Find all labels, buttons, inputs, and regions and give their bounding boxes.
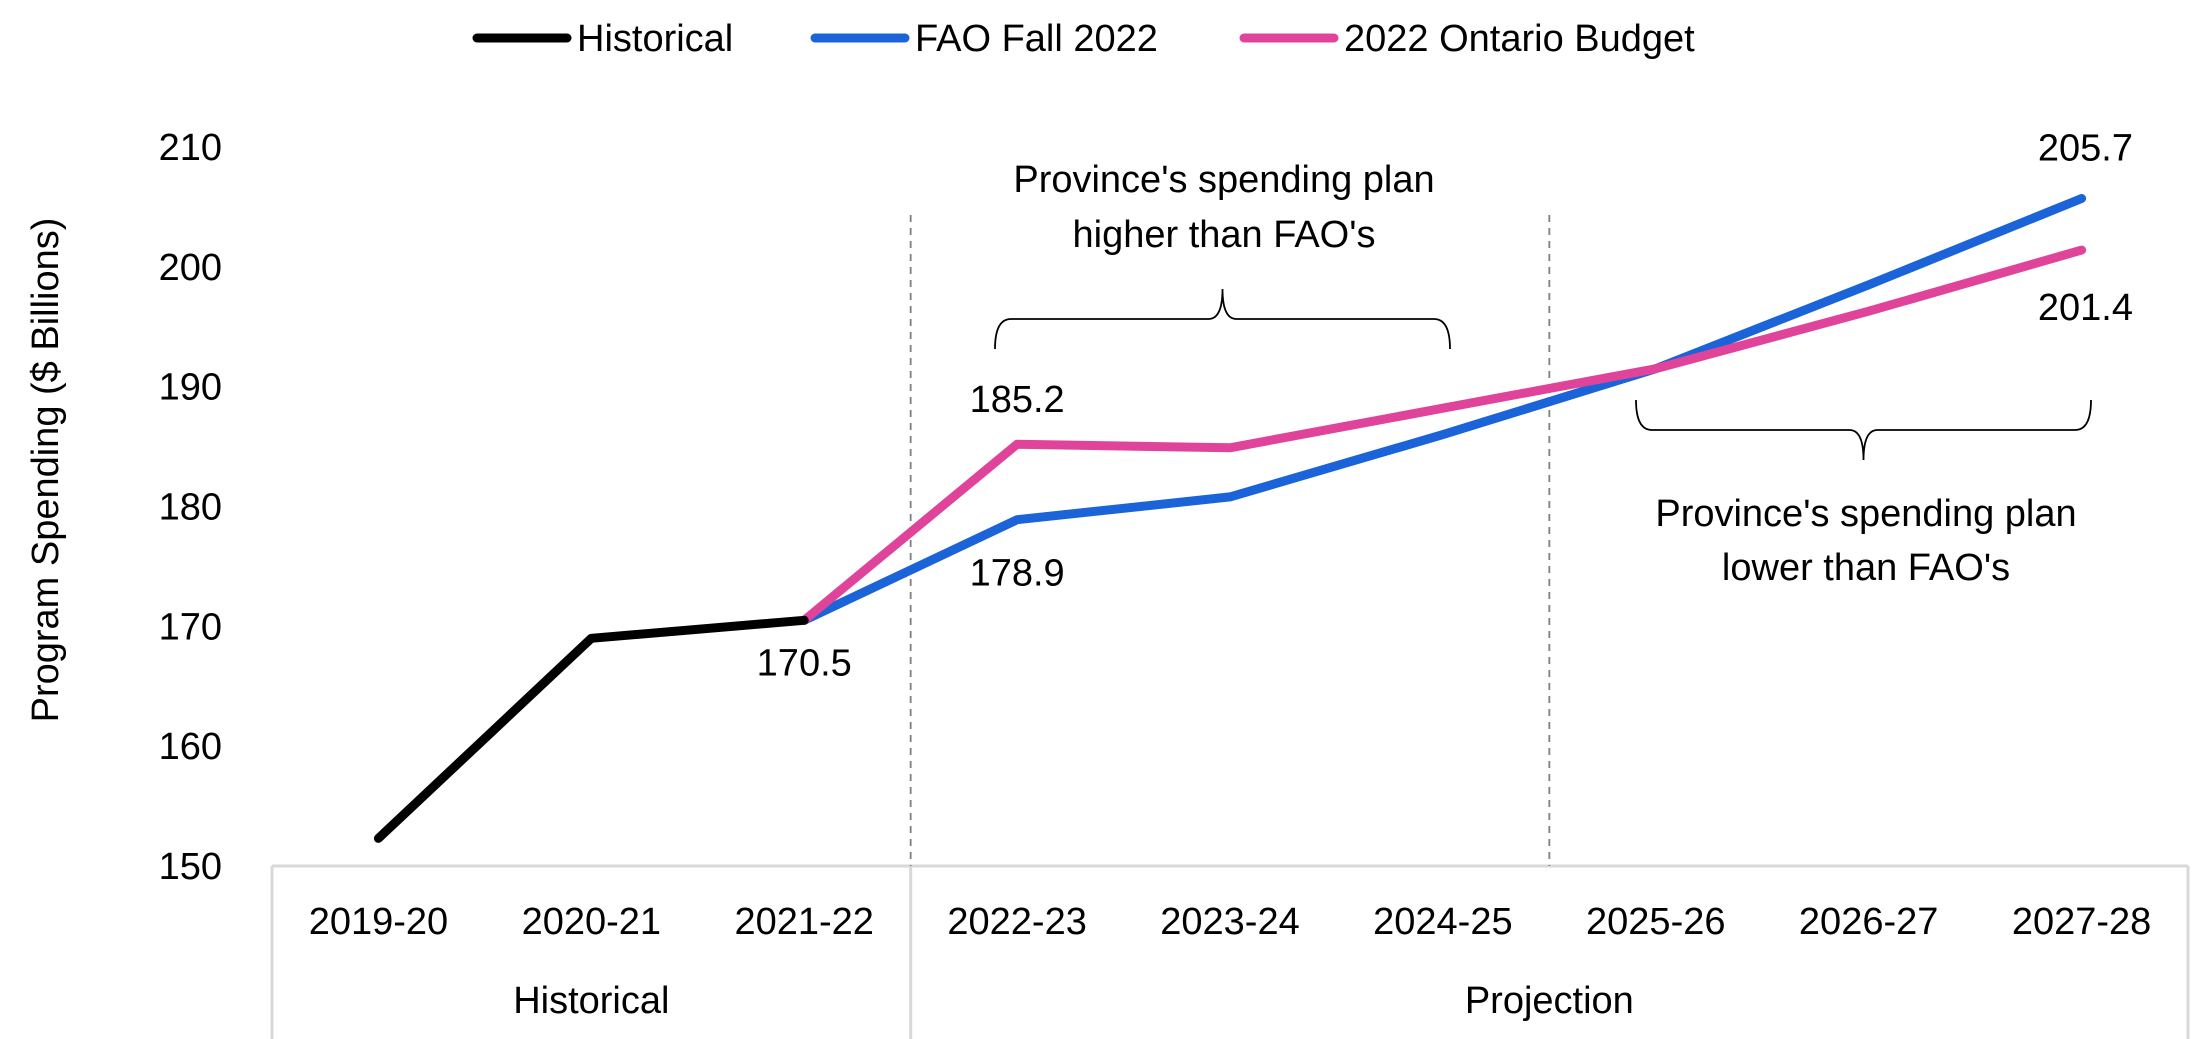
legend-label-historical: Historical bbox=[577, 18, 733, 60]
series-line-historical bbox=[373, 615, 809, 843]
data-label-budget-2027-28: 201.4 bbox=[2038, 287, 2133, 329]
legend-label-fao: FAO Fall 2022 bbox=[915, 18, 1158, 60]
series-line-budget bbox=[799, 245, 2087, 625]
y-tick-170: 170 bbox=[159, 606, 222, 648]
x-tick-2020-21: 2020-21 bbox=[522, 901, 661, 943]
x-tick-2021-22: 2021-22 bbox=[734, 901, 873, 943]
x-tick-2023-24: 2023-24 bbox=[1160, 901, 1299, 943]
bracket-higher bbox=[994, 288, 1451, 350]
data-label-budget-2022-23: 185.2 bbox=[970, 379, 1065, 421]
x-tick-2019-20: 2019-20 bbox=[309, 901, 448, 943]
annotation-brackets bbox=[994, 288, 2092, 461]
annotation-lower-line2: lower than FAO's bbox=[1722, 547, 2010, 589]
bracket-lower bbox=[1635, 399, 2092, 461]
annotation-higher-line1: Province's spending plan bbox=[1013, 159, 1434, 201]
x-tick-2024-25: 2024-25 bbox=[1373, 901, 1512, 943]
annotation-higher-line2: higher than FAO's bbox=[1073, 214, 1376, 256]
series-layer bbox=[373, 194, 2087, 843]
y-tick-150: 150 bbox=[159, 846, 222, 888]
data-label-fao-2027-28: 205.7 bbox=[2038, 128, 2133, 170]
chart-legend: Historical FAO Fall 2022 2022 Ontario Budg… bbox=[472, 18, 1695, 60]
data-label-historical-2021-22: 170.5 bbox=[757, 642, 852, 684]
x-tick-2022-23: 2022-23 bbox=[947, 901, 1086, 943]
annotation-text: Province's spending plan higher than FAO… bbox=[1013, 159, 2076, 589]
x-group-label-projection: Projection bbox=[1465, 980, 1634, 1022]
y-tick-180: 180 bbox=[159, 487, 222, 529]
data-label-fao-2022-23: 178.9 bbox=[970, 553, 1065, 595]
y-tick-190: 190 bbox=[159, 367, 222, 409]
x-tick-2026-27: 2026-27 bbox=[1799, 901, 1938, 943]
y-tick-160: 160 bbox=[159, 726, 222, 768]
x-tick-2025-26: 2025-26 bbox=[1586, 901, 1725, 943]
y-axis: 150 160 170 180 190 200 210 bbox=[159, 127, 222, 888]
x-group-label-historical: Historical bbox=[513, 980, 669, 1022]
y-tick-210: 210 bbox=[159, 127, 222, 169]
legend-label-budget: 2022 Ontario Budget bbox=[1344, 18, 1695, 60]
y-tick-200: 200 bbox=[159, 247, 222, 289]
x-tick-2027-28: 2027-28 bbox=[2012, 901, 2151, 943]
data-labels-layer: 170.5 185.2 178.9 205.7 201.4 bbox=[757, 128, 2133, 685]
x-axis: 2019-20 2020-21 2021-22 2022-23 2023-24 2024-… bbox=[270, 864, 2190, 1039]
annotation-lower-line1: Province's spending plan bbox=[1655, 493, 2076, 535]
period-dividers bbox=[909, 215, 1551, 866]
y-axis-title: Program Spending ($ Billions) bbox=[25, 218, 67, 723]
series-line-fao bbox=[799, 194, 2087, 625]
